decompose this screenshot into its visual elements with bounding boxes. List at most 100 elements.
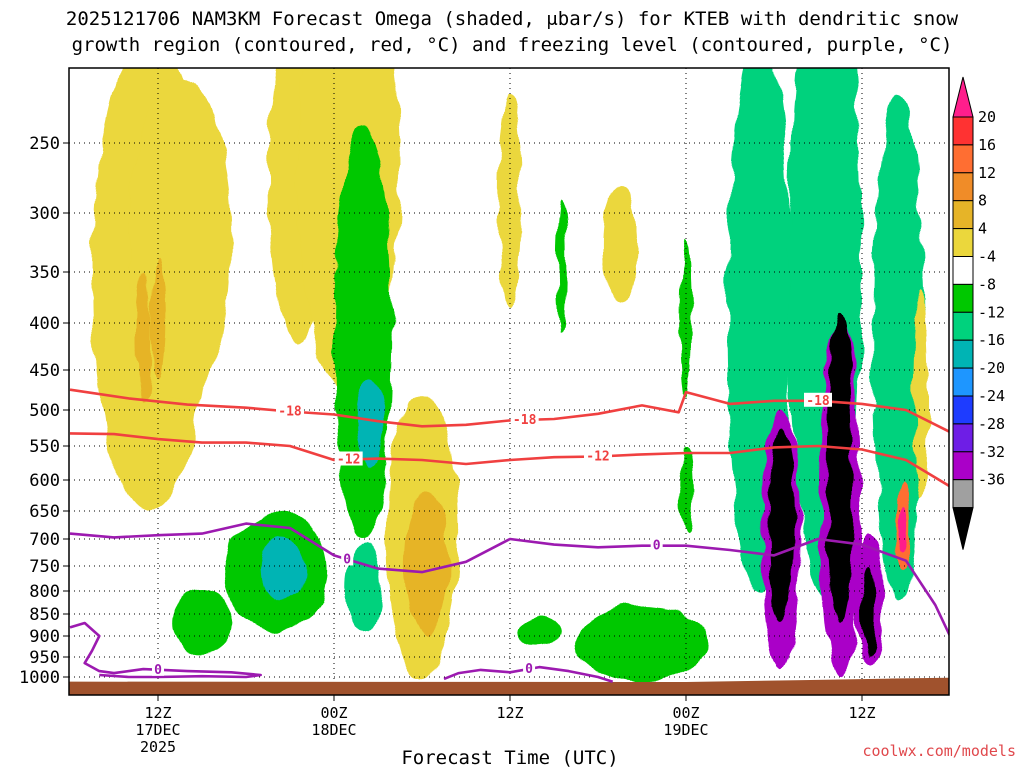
colorbar-label-13: -36	[978, 471, 1005, 489]
ytick-label-350: 350	[29, 263, 60, 283]
ground-surface	[69, 677, 949, 695]
source-credit: coolwx.com/models	[862, 742, 1016, 760]
ytick-label-750: 750	[29, 557, 60, 577]
colorbar-label-2: 12	[978, 164, 996, 182]
omega-feature-31	[898, 504, 909, 551]
ytick-label-300: 300	[29, 204, 60, 224]
xtick-label-48-1: 19DEC	[663, 721, 708, 739]
xtick-label-24-1: 18DEC	[311, 721, 356, 739]
xtick-label-48-0: 00Z	[672, 704, 699, 722]
colorbar-label-4: 4	[978, 220, 987, 238]
omega-feature-23	[872, 93, 926, 601]
omega-feature-17	[680, 237, 692, 395]
omega-feature-16	[602, 186, 638, 304]
contour-label-4-0: 0	[525, 662, 533, 677]
omega-feature-28	[826, 313, 854, 623]
omega-feature-7	[356, 378, 386, 467]
ytick-label-900: 900	[29, 627, 60, 647]
omega-feature-18	[678, 446, 694, 534]
colorbar-label-3: 8	[978, 192, 987, 210]
colorbar-swatch-10	[952, 367, 974, 397]
contour-label-bg-4-0	[523, 660, 536, 675]
omega-feature-2	[150, 260, 166, 379]
omega-feature-15	[556, 199, 567, 333]
omega-colorbar: 20 16 12 8 4 -4 -8 -12 -16 -20 -24 -28 -32 -36	[952, 76, 1005, 550]
contour-line-2	[69, 522, 949, 637]
colorbar-swatch-13	[952, 451, 974, 481]
contour-line-3	[69, 621, 263, 679]
chart-title-line1: 2025121706 NAM3KM Forecast Omega (shaded…	[65, 8, 959, 30]
colorbar-swatch-2	[952, 144, 974, 174]
ytick-label-450: 450	[29, 361, 60, 381]
ground-shading	[69, 677, 949, 695]
omega-feature-27	[768, 432, 795, 623]
omega-feature-6	[334, 127, 393, 540]
omega-feature-3	[136, 272, 151, 403]
ytick-label-1000: 1000	[19, 668, 60, 688]
xtick-label-12-1: 17DEC	[135, 721, 180, 739]
colorbar-swatch-6	[952, 256, 974, 285]
colorbar-swatch-8	[952, 311, 974, 341]
ytick-label-950: 950	[29, 648, 60, 668]
contour-label-1-0: -12	[337, 452, 360, 467]
omega-feature-20	[517, 614, 562, 649]
colorbar-label-11: -28	[978, 415, 1005, 433]
contour-label-2-1: 0	[653, 539, 661, 554]
omega-feature-29	[862, 566, 877, 657]
colorbar-label-10: -24	[978, 387, 1005, 405]
contour-line-0	[69, 388, 949, 433]
ytick-label-700: 700	[29, 530, 60, 550]
contour-label-bg-2-0	[341, 551, 354, 566]
contour-label-bg-1-1	[584, 448, 612, 463]
contour-label-0-2: -18	[806, 394, 830, 409]
xtick-label-12-0: 12Z	[144, 704, 171, 722]
colorbar-swatch-5	[952, 228, 974, 258]
plot-border	[68, 67, 950, 696]
contour-label-0-0: -18	[278, 405, 302, 420]
temperature-contours: -18 -18 -18 -12 -12 0 0 0 0	[69, 388, 949, 683]
colorbar-label-9: -20	[978, 359, 1005, 377]
contour-label-bg-0-1	[510, 411, 539, 426]
omega-feature-9	[404, 492, 449, 636]
ytick-label-550: 550	[29, 437, 60, 457]
chart-title-line2: growth region (contoured, red, °C) and f…	[71, 34, 953, 56]
colorbar-top-arrow	[952, 76, 974, 118]
contour-label-2-0: 0	[343, 552, 351, 567]
colorbar-swatch-1	[952, 116, 974, 146]
omega-feature-19	[576, 604, 708, 681]
colorbar-label-6: -8	[978, 275, 996, 293]
xtick-label-24-0: 00Z	[320, 704, 347, 722]
colorbar-label-7: -12	[978, 303, 1005, 321]
xtick-label-60-0: 12Z	[848, 704, 875, 722]
colorbar-swatch-12	[952, 423, 974, 453]
ytick-label-500: 500	[29, 401, 60, 421]
ytick-label-850: 850	[29, 605, 60, 625]
contour-label-3-0: 0	[154, 663, 162, 678]
colorbar-bottom-arrow	[952, 507, 974, 550]
contour-label-bg-3-0	[152, 661, 164, 676]
colorbar-label-1: 16	[978, 136, 996, 154]
omega-feature-13	[172, 591, 232, 653]
colorbar-label-12: -32	[978, 443, 1005, 461]
pressure-axis: 2503003504004505005506006507007508008509…	[19, 134, 69, 688]
colorbar-swatch-3	[952, 172, 974, 202]
colorbar-swatch-14	[952, 479, 974, 509]
xtick-label-36-0: 12Z	[496, 704, 523, 722]
omega-feature-11	[260, 539, 305, 601]
contour-label-0-1: -18	[513, 413, 537, 428]
ytick-label-600: 600	[29, 471, 60, 491]
ytick-label-800: 800	[29, 582, 60, 602]
x-axis-title: Forecast Time (UTC)	[401, 747, 618, 768]
colorbar-swatch-11	[952, 395, 974, 425]
ytick-label-400: 400	[29, 314, 60, 334]
contour-label-bg-0-2	[804, 392, 832, 407]
colorbar-swatch-9	[952, 339, 974, 369]
colorbar-label-5: -4	[978, 248, 996, 266]
ytick-label-250: 250	[29, 134, 60, 154]
contour-label-1-1: -12	[586, 450, 609, 465]
colorbar-label-8: -16	[978, 331, 1005, 349]
omega-feature-32	[913, 293, 929, 499]
